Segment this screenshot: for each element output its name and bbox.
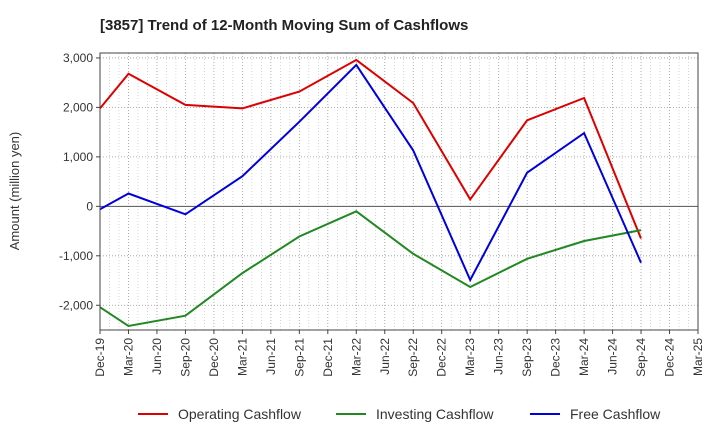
x-tick-label: Mar-22 <box>349 338 363 376</box>
x-tick-label: Sep-21 <box>292 338 306 377</box>
series-layer <box>99 58 642 328</box>
x-tick-label: Jun-22 <box>378 338 392 375</box>
x-tick-label: Mar-25 <box>691 338 705 376</box>
y-tick-label: 1,000 <box>63 150 93 164</box>
x-tick-label: Dec-22 <box>435 338 449 377</box>
x-tick-label: Jun-21 <box>264 338 278 375</box>
x-tick-label: Jun-23 <box>492 338 506 375</box>
legend-label: Free Cashflow <box>570 406 661 422</box>
x-tick-label: Jun-20 <box>150 338 164 375</box>
x-tick-label: Mar-24 <box>577 338 591 376</box>
x-tick-label: Jun-24 <box>606 338 620 375</box>
x-tick-label: Sep-22 <box>406 338 420 377</box>
y-axis-ticks: 3,000 2,000 1,000 0 -1,000 -2,000 <box>59 51 100 312</box>
x-tick-label: Dec-19 <box>93 338 107 377</box>
y-tick-label: 3,000 <box>63 51 93 65</box>
plot-frame <box>99 52 699 331</box>
legend-label: Operating Cashflow <box>178 406 302 422</box>
y-axis-label: Amount (million yen) <box>7 132 22 251</box>
x-tick-label: Dec-21 <box>321 338 335 377</box>
chart-title: [3857] Trend of 12-Month Moving Sum of C… <box>100 17 468 34</box>
legend: Operating Cashflow Investing Cashflow Free… <box>138 406 661 422</box>
x-tick-label: Sep-24 <box>634 338 648 377</box>
x-tick-label: Mar-23 <box>463 338 477 376</box>
y-tick-label: 0 <box>86 199 93 213</box>
legend-label: Investing Cashflow <box>376 406 494 422</box>
x-tick-label: Dec-24 <box>663 338 677 377</box>
x-tick-label: Dec-23 <box>549 338 563 377</box>
x-tick-label: Sep-20 <box>178 338 192 377</box>
y-tick-label: 2,000 <box>63 100 93 114</box>
series-line-operating-cashflow <box>99 58 642 239</box>
y-tick-label: -1,000 <box>59 249 93 263</box>
plot-area <box>100 53 698 330</box>
series-line-free-cashflow <box>99 63 642 283</box>
x-tick-label: Sep-23 <box>520 338 534 377</box>
x-axis-ticks: Dec-19 Mar-20 Jun-20 Sep-20 Dec-20 Mar-21 Jun-… <box>93 330 705 377</box>
y-tick-label: -2,000 <box>59 298 93 312</box>
grid <box>99 53 699 330</box>
x-tick-label: Dec-20 <box>207 338 221 377</box>
series-line-investing-cashflow <box>99 210 642 328</box>
x-tick-label: Mar-20 <box>121 338 135 376</box>
x-tick-label: Mar-21 <box>235 338 249 376</box>
